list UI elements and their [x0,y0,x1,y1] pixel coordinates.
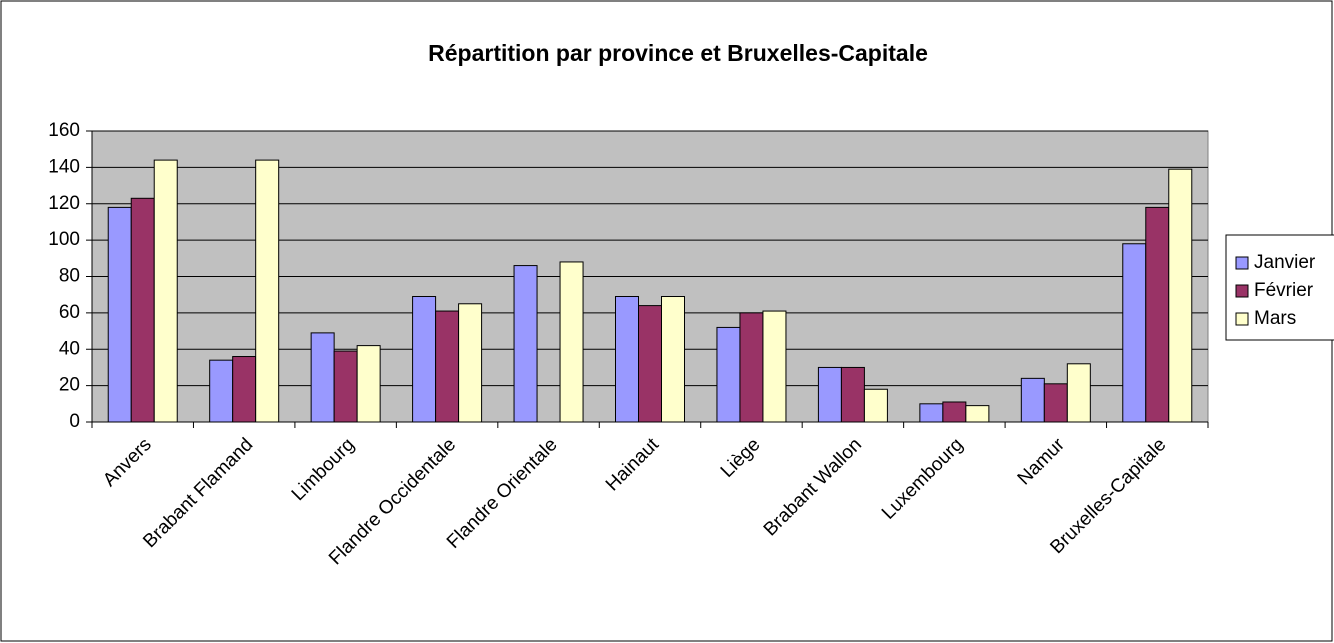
bar [1168,168,1193,423]
bar [458,303,483,423]
bar [1066,363,1091,423]
bar [153,159,178,423]
bar [817,366,842,423]
bar [130,197,155,423]
legend-swatch [1235,256,1249,270]
bar [615,296,639,423]
chart-title: Répartition par province et Bruxelles-Ca… [428,40,928,66]
bar [840,366,865,423]
bar [559,261,584,423]
y-tick-label: 140 [48,156,80,177]
bar [333,350,358,423]
legend-label: Février [1254,280,1314,301]
legend-label: Mars [1254,308,1296,329]
bar [513,265,538,423]
bar [863,388,888,423]
bar [716,326,741,423]
y-tick-label: 100 [48,229,80,250]
bar [412,296,437,423]
legend-swatch [1235,284,1249,298]
bar [232,356,257,423]
bar [919,403,944,423]
bar [942,401,967,423]
y-tick-label: 60 [59,302,80,323]
y-tick-label: 40 [59,338,80,359]
bar [310,332,335,423]
y-tick-label: 80 [59,266,80,287]
bar [435,310,460,423]
y-tick-label: 0 [69,411,80,432]
bar [965,405,990,423]
bar [638,305,662,423]
legend-label: Janvier [1254,252,1316,273]
bar [107,206,132,423]
bar [1020,377,1045,423]
bar [356,345,381,423]
bar [209,359,234,423]
bar [1145,206,1170,423]
bar [1122,243,1147,423]
legend-swatch [1235,312,1249,326]
bar [762,310,787,423]
y-tick-label: 20 [59,375,80,396]
bar [1043,383,1068,423]
bar [255,159,280,423]
y-tick-label: 120 [48,193,80,214]
bar [661,296,685,423]
y-tick-label: 160 [48,120,80,141]
bar [739,312,764,423]
